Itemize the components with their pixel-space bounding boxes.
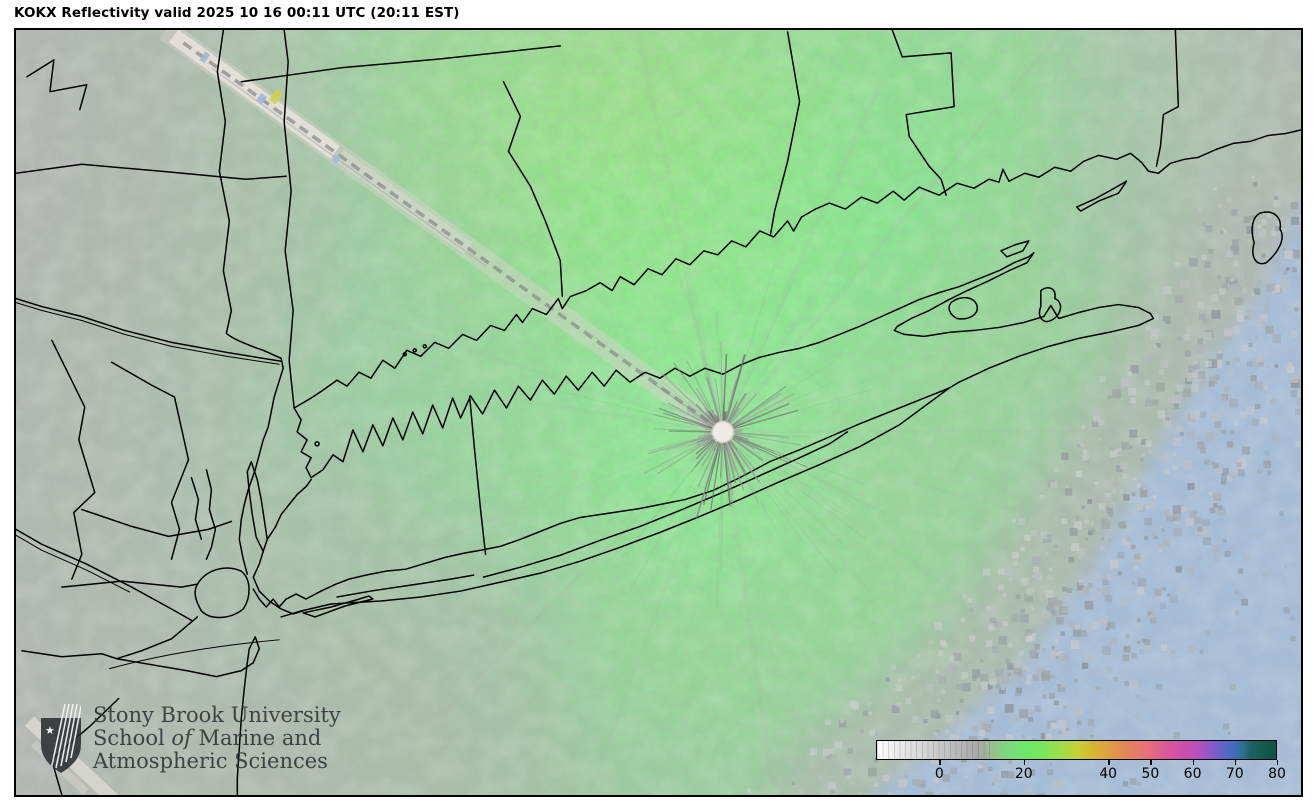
ny-ct-border	[283, 30, 295, 409]
logo: ★ Stony Brook University School of Marin…	[38, 704, 341, 776]
radar-clutter-starburst	[546, 260, 887, 613]
barrier-island	[336, 574, 475, 598]
streak-artifact	[159, 30, 738, 447]
colorbar-tick	[1023, 760, 1026, 765]
logo-line-2: School of Marine and	[93, 726, 322, 750]
ct-coastline	[293, 129, 1301, 409]
colorbar-tick-label: 20	[1014, 766, 1033, 782]
colorbar-tick	[1150, 760, 1152, 765]
figure-title: KOKX Reflectivity valid 2025 10 16 00:11…	[14, 5, 460, 21]
colorbar-tick	[939, 760, 941, 765]
shelter-island	[948, 296, 978, 320]
channel-arc	[109, 639, 280, 670]
radar-site-marker	[711, 420, 735, 444]
rockaway-spit	[302, 595, 374, 618]
ct-ri-border	[1155, 30, 1180, 168]
colorbar-tick	[1277, 760, 1279, 765]
university-shield-logo: ★	[41, 704, 81, 773]
shield-star-icon: ★	[45, 724, 55, 737]
colorbar-tick-label: 40	[1099, 766, 1118, 782]
colorbar-tick-label: 50	[1141, 766, 1160, 782]
colorbar-tick	[1234, 760, 1237, 765]
plum-island	[1000, 240, 1030, 258]
nassau-suffolk-line	[468, 395, 487, 556]
colorbar-tick-label: 60	[1183, 766, 1202, 782]
radar-map: ★ Stony Brook University School of Marin…	[14, 28, 1303, 797]
long-island-north-shore	[280, 252, 1155, 618]
colorbar-tick-label: 80	[1268, 766, 1286, 782]
hudson-river	[216, 30, 284, 575]
radar-ray-artifacts	[288, 30, 1162, 795]
streak-blue-pixel	[331, 154, 342, 165]
logo-line-1: Stony Brook University	[93, 703, 341, 727]
logo-line-3: Atmospheric Sciences	[93, 749, 328, 773]
logo-text: Stony Brook University School of Marine …	[93, 704, 341, 773]
echo-edge-speckles	[747, 175, 1301, 795]
colorbar-discrete-stripes	[877, 741, 993, 759]
fishers-island	[1075, 180, 1128, 212]
barrier-island	[482, 431, 849, 578]
colorbar: 0 20 40 50 60 70 80	[876, 740, 1286, 792]
colorbar-tick-label: 70	[1225, 766, 1244, 782]
colorbar-tick-label: 0	[934, 766, 944, 782]
streak-yellow-pixel	[268, 89, 283, 105]
bronx-coast	[293, 407, 312, 479]
block-island	[1251, 211, 1283, 265]
long-island-bay-shore	[252, 387, 950, 608]
gardiners-island	[1038, 287, 1062, 323]
radar-echo-canvas	[16, 30, 1301, 795]
streak-blue-pixel	[199, 51, 211, 63]
streak-blue-pixel	[256, 92, 268, 105]
colorbar-tick	[1108, 760, 1110, 765]
colorbar-tick	[1192, 760, 1194, 765]
staten-island	[194, 567, 250, 619]
colorbar-gradient	[876, 740, 1277, 760]
geography-boundaries	[16, 30, 1301, 795]
